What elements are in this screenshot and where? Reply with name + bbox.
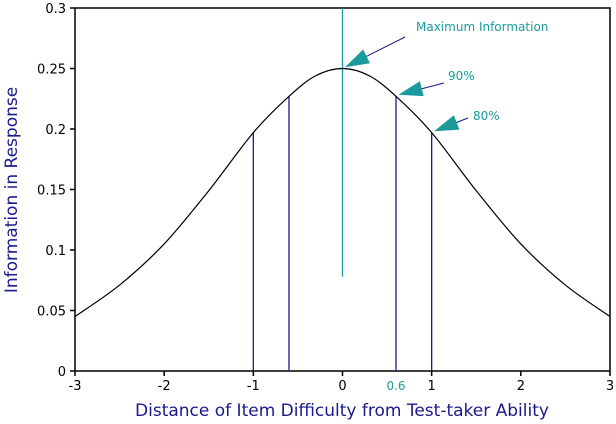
annotation-arrow-head (398, 81, 424, 97)
annotation-arrow-line (455, 117, 469, 124)
x-tick-label: 2 (517, 379, 525, 394)
y-tick-label: 0.1 (45, 244, 66, 259)
y-tick-label: 0.05 (37, 305, 66, 320)
annotation-label: Maximum Information (416, 20, 548, 34)
information-curve-group (74, 67, 611, 318)
reference-lines (252, 8, 433, 371)
x-tick-label: -3 (69, 379, 82, 394)
annotation: 90% (398, 69, 475, 97)
annotation: 80% (434, 109, 500, 132)
annotations: Maximum Information 90% 80% (345, 20, 548, 132)
x-tick-label: -1 (247, 379, 260, 394)
axes: -3 -2 -1 0 1 2 3 0 0.05 0.1 0.15 0.2 0.25 0.3 0.6 (37, 2, 614, 394)
y-tick-label: 0 (58, 365, 66, 380)
annotation-arrow-head (345, 49, 371, 68)
annotation-arrow-line (365, 36, 406, 58)
y-tick-label: 0.3 (45, 2, 66, 17)
x-tick-label: 1 (428, 379, 436, 394)
annotation-arrow-line (421, 82, 445, 90)
annotation: Maximum Information (345, 20, 548, 68)
annotation-label: 90% (448, 69, 475, 83)
information-curve (74, 67, 611, 318)
x-axis-title: Distance of Item Difficulty from Test-ta… (135, 401, 549, 421)
x-tick-label: 3 (606, 379, 614, 394)
annotation-arrow-head (434, 115, 460, 132)
x-tick-label: 0 (338, 379, 346, 394)
annotation-label: 80% (473, 109, 500, 123)
y-tick-label: 0.25 (37, 63, 66, 78)
y-tick-label: 0.2 (45, 123, 66, 138)
x-tick-label-extra: 0.6 (386, 379, 405, 393)
y-tick-label: 0.15 (37, 184, 66, 199)
x-tick-label: -2 (158, 379, 171, 394)
y-axis-title: Information in Response (2, 87, 22, 293)
